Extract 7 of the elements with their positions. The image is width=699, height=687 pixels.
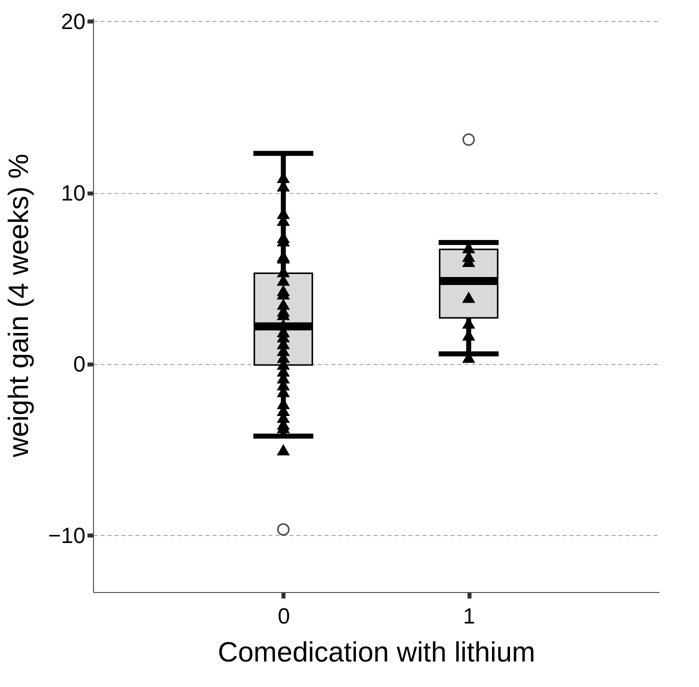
y-tick-label: 20 xyxy=(61,8,86,34)
x-axis-title: Comedication with lithium xyxy=(218,636,536,668)
y-tick-label: 0 xyxy=(73,352,86,377)
y-axis-title: weight gain (4 weeks) % xyxy=(3,154,34,458)
y-tick-label: −10 xyxy=(48,522,86,548)
x-tick-label: 1 xyxy=(463,604,476,628)
y-tick-label: 10 xyxy=(61,180,86,206)
